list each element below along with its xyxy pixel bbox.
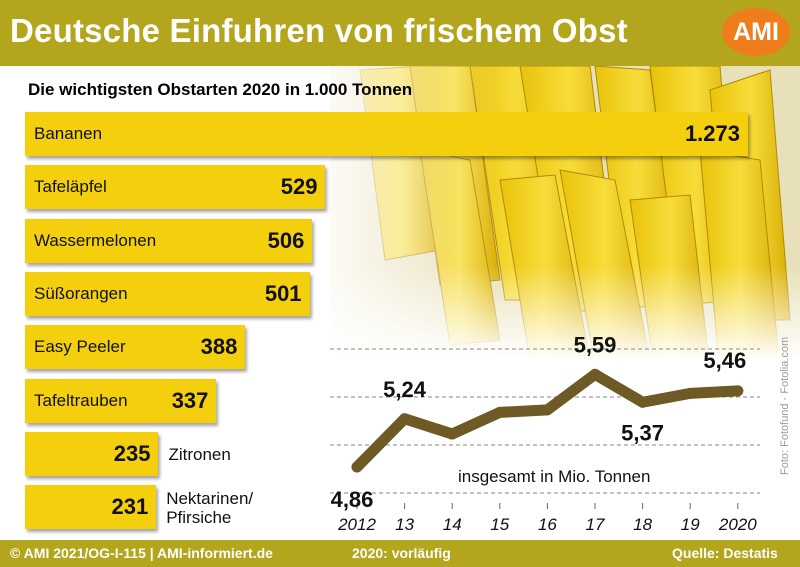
bar-4: [25, 271, 310, 316]
bar-category-label: Easy Peeler: [34, 337, 126, 357]
preliminary-note: 2020: vorläufig: [352, 545, 451, 561]
page-title: Deutsche Einfuhren von frischem Obst: [10, 12, 628, 49]
x-tick-label: 16: [538, 515, 557, 534]
x-tick-label: 13: [395, 515, 414, 534]
bar-category-label: Bananen: [34, 124, 103, 143]
data-point: [684, 387, 696, 399]
data-label: 5,59: [574, 332, 617, 357]
bar-value-label: 388: [200, 334, 238, 360]
bar-category-label: Tafeltrauben: [34, 390, 128, 410]
bar-value-label: 1.273: [684, 121, 740, 146]
ami-logo: AMI: [722, 8, 790, 56]
data-point: [351, 461, 363, 473]
bar-3: [25, 218, 313, 263]
bar-chart-title: Die wichtigsten Obstarten 2020 in 1.000 …: [28, 80, 413, 99]
data-point: [732, 385, 744, 397]
bar-category-label: Zitronen: [168, 445, 231, 465]
bar-value-label: 506: [267, 227, 305, 253]
x-tick-label: 14: [443, 515, 462, 534]
bar-2: [25, 165, 326, 210]
data-label: 5,46: [703, 348, 746, 373]
source-text: Quelle: Destatis: [672, 545, 778, 561]
photo-credit: Foto: Fotofund - Fotolia.com: [779, 336, 791, 475]
x-tick-label: 17: [586, 515, 605, 534]
data-point: [589, 368, 601, 380]
x-tick-label: 2020: [718, 515, 757, 534]
data-point: [541, 404, 553, 416]
header-bar: Deutsche Einfuhren von frischem Obst AMI: [0, 0, 800, 66]
line-chart: 2012 13 14 15 16 17 18 19 2020 4,86 5,24 5,59 5,37 5,…: [330, 332, 760, 534]
bar-category-label: Nektarinen/ Pfirsiche: [166, 489, 254, 528]
bar-6: [25, 378, 217, 423]
line-chart-annotation: insgesamt in Mio. Tonnen: [458, 467, 650, 486]
x-tick-label: 2012: [337, 515, 376, 534]
bar-category-label: Wassermelonen: [34, 230, 157, 250]
data-label: 5,24: [383, 377, 427, 402]
x-tick-label: 15: [490, 515, 509, 534]
data-point: [399, 413, 411, 425]
bar-7: [25, 431, 159, 476]
data-label: 5,37: [621, 420, 664, 445]
copyright-text: © AMI 2021/OG-I-115 | AMI-informiert.de: [10, 545, 273, 561]
data-point: [446, 428, 458, 440]
data-point: [494, 406, 506, 418]
bar-8: [25, 485, 157, 530]
bar-category-label: Tafeläpfel: [34, 177, 107, 197]
bar-value-label: 501: [264, 280, 302, 306]
bar-value-label: 231: [111, 494, 149, 520]
bar-category-label: Süßorangen: [34, 283, 128, 303]
bar-5: [25, 325, 246, 370]
x-tick-label: 18: [633, 515, 652, 534]
x-tick-label: 19: [681, 515, 700, 534]
bar-value-label: 235: [113, 440, 151, 466]
data-label: 4,86: [331, 487, 374, 512]
bar-value-label: 529: [280, 174, 318, 200]
footer-bar: © AMI 2021/OG-I-115 | AMI-informiert.de …: [0, 540, 800, 567]
data-point: [637, 396, 649, 408]
bar-1: [25, 112, 748, 156]
bar-value-label: 337: [171, 387, 209, 413]
